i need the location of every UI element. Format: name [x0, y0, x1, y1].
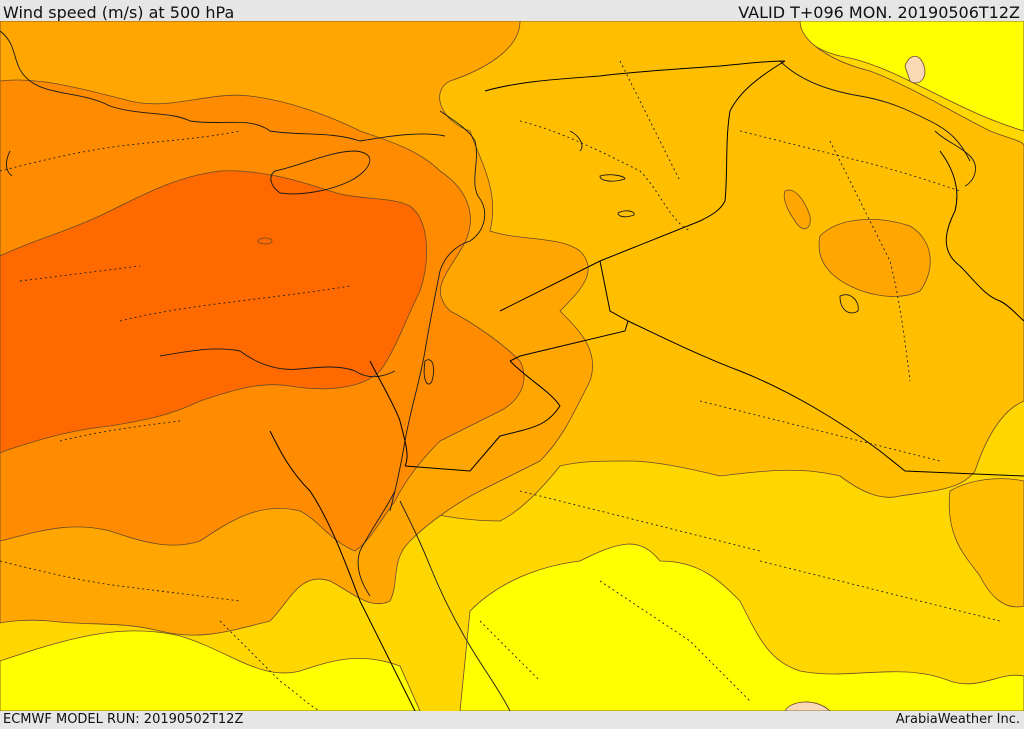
field-light-orange-cell-iraq: [783, 189, 811, 230]
political-borders: [269, 60, 1024, 711]
field-light-orange-cell-east: [818, 219, 931, 297]
administrative-borders: [0, 60, 1001, 711]
wind-speed-map: [0, 21, 1024, 711]
credit-label: ArabiaWeather Inc.: [895, 712, 1020, 727]
valid-time-label: VALID T+096 MON. 20190506T12Z: [738, 3, 1020, 22]
field-dark-orange-spot: [257, 237, 273, 245]
field-yellow-arabia: [459, 543, 1024, 711]
field-amber-cell-east: [948, 478, 1024, 608]
field-yellow-south: [0, 630, 421, 711]
map-title: Wind speed (m/s) at 500 hPa: [3, 3, 235, 22]
field-pale-spot-ne: [904, 55, 926, 84]
model-run-label: ECMWF MODEL RUN: 20190502T12Z: [3, 712, 244, 727]
field-pale-spot-s: [784, 701, 831, 711]
field-dark-orange: [0, 170, 427, 454]
coastlines: [0, 30, 976, 711]
